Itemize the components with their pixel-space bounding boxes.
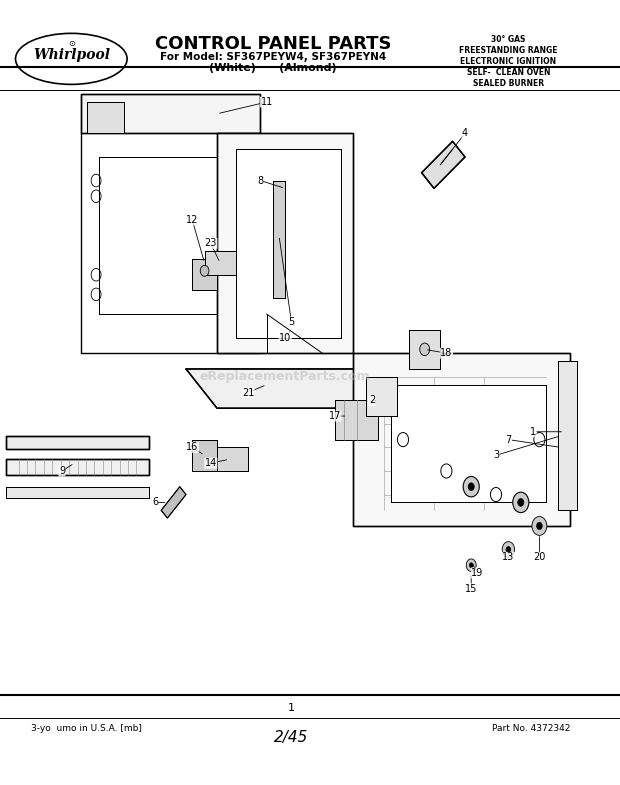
Polygon shape xyxy=(273,181,285,298)
Text: 2: 2 xyxy=(369,396,375,405)
Text: 8: 8 xyxy=(257,176,264,185)
Text: 21: 21 xyxy=(242,388,254,397)
Text: eReplacementParts.com: eReplacementParts.com xyxy=(200,371,371,383)
Circle shape xyxy=(518,498,524,506)
Text: 17: 17 xyxy=(329,411,341,421)
Text: 1: 1 xyxy=(530,427,536,436)
Text: (White)      (Almond): (White) (Almond) xyxy=(209,64,337,73)
Polygon shape xyxy=(81,94,260,133)
Text: ELECTRONIC IGNITION: ELECTRONIC IGNITION xyxy=(460,57,557,66)
Text: 14: 14 xyxy=(205,458,217,468)
Polygon shape xyxy=(192,440,217,471)
Text: 10: 10 xyxy=(279,333,291,342)
Polygon shape xyxy=(335,400,378,440)
Circle shape xyxy=(463,476,479,497)
Circle shape xyxy=(200,265,209,276)
Text: 23: 23 xyxy=(205,239,217,248)
Text: 2/45: 2/45 xyxy=(274,730,309,746)
Polygon shape xyxy=(6,459,149,475)
Polygon shape xyxy=(6,436,149,449)
Circle shape xyxy=(502,542,515,557)
Text: Whirlpool: Whirlpool xyxy=(33,48,110,62)
Text: 1: 1 xyxy=(288,703,295,713)
Polygon shape xyxy=(353,353,570,526)
Text: For Model: SF367PEYW4, SF367PEYN4: For Model: SF367PEYW4, SF367PEYN4 xyxy=(160,52,386,61)
Text: ⊙: ⊙ xyxy=(68,39,75,49)
Circle shape xyxy=(532,517,547,535)
Text: 20: 20 xyxy=(533,553,546,562)
Text: 19: 19 xyxy=(471,568,484,578)
Polygon shape xyxy=(366,377,397,416)
Text: 30° GAS: 30° GAS xyxy=(491,35,526,44)
Text: 3: 3 xyxy=(493,451,499,460)
Text: 5: 5 xyxy=(288,317,294,327)
Polygon shape xyxy=(192,259,217,290)
Polygon shape xyxy=(236,149,341,338)
Polygon shape xyxy=(6,487,149,498)
Text: 7: 7 xyxy=(505,435,511,444)
Circle shape xyxy=(420,343,430,356)
Text: SEALED BURNER: SEALED BURNER xyxy=(473,78,544,88)
Polygon shape xyxy=(87,102,124,133)
Text: Part No. 4372342: Part No. 4372342 xyxy=(492,724,570,733)
Polygon shape xyxy=(211,447,248,471)
Polygon shape xyxy=(217,133,353,353)
Text: 3-yo  umo in U.S.A. [mb]: 3-yo umo in U.S.A. [mb] xyxy=(31,724,142,733)
Text: 4: 4 xyxy=(462,129,468,138)
Text: 15: 15 xyxy=(465,584,477,593)
Circle shape xyxy=(468,483,474,491)
Circle shape xyxy=(536,522,542,530)
Circle shape xyxy=(513,492,529,513)
Circle shape xyxy=(506,546,511,553)
Text: FREESTANDING RANGE: FREESTANDING RANGE xyxy=(459,46,557,55)
Polygon shape xyxy=(205,251,236,275)
Text: 9: 9 xyxy=(59,466,65,476)
Polygon shape xyxy=(391,385,546,502)
Polygon shape xyxy=(422,141,465,188)
Text: SELF-  CLEAN OVEN: SELF- CLEAN OVEN xyxy=(467,68,550,77)
Polygon shape xyxy=(186,369,403,408)
Text: 12: 12 xyxy=(186,215,198,225)
Text: CONTROL PANEL PARTS: CONTROL PANEL PARTS xyxy=(154,35,391,53)
Text: 16: 16 xyxy=(186,443,198,452)
Circle shape xyxy=(469,563,473,568)
Text: 11: 11 xyxy=(260,97,273,107)
Polygon shape xyxy=(99,157,236,314)
Text: 13: 13 xyxy=(502,553,515,562)
Polygon shape xyxy=(409,330,440,369)
Circle shape xyxy=(466,559,476,571)
Text: 6: 6 xyxy=(152,498,158,507)
Text: 18: 18 xyxy=(440,349,453,358)
Polygon shape xyxy=(161,487,186,518)
Polygon shape xyxy=(558,361,577,510)
